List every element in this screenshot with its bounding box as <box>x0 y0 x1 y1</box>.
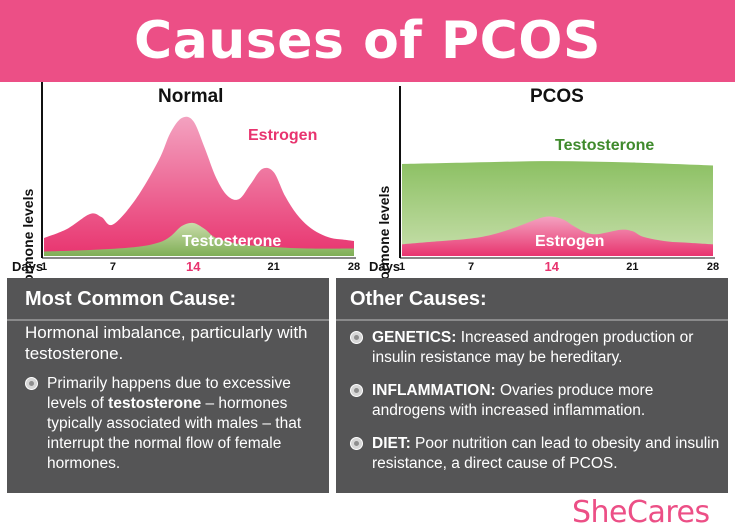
normal-estrogen-label: Estrogen <box>248 127 318 144</box>
pcos-testosterone-label: Testosterone <box>555 137 655 154</box>
x-tick-label: 1 <box>40 261 48 273</box>
most-common-cause-heading: Most Common Cause: <box>25 288 237 310</box>
normal-chart: Normal Hormone levels Estrogen Testoster… <box>0 82 362 293</box>
normal-days-label: Days <box>12 259 44 274</box>
page-title: Causes of PCOS <box>134 11 601 71</box>
most-common-cause-lead: Hormonal imbalance, particularly with te… <box>25 323 308 363</box>
x-tick-label: 21 <box>626 261 639 273</box>
pcos-estrogen-area <box>402 216 713 256</box>
normal-chart-plot <box>41 82 356 259</box>
other-cause-genetics: GENETICS: Increased androgen production … <box>350 328 722 368</box>
title-banner: Causes of PCOS <box>0 0 735 82</box>
main-cause-bullet-text: Primarily happens due to excessive level… <box>47 375 302 472</box>
x-tick-label: 14 <box>186 259 201 274</box>
pcos-chart-plot <box>399 86 715 259</box>
pcos-estrogen-label: Estrogen <box>535 233 605 250</box>
x-tick-label: 28 <box>347 261 361 273</box>
shecares-logo: SheCares <box>572 495 710 530</box>
pcos-chart: PCOS Hormone levels Testosterone Estroge… <box>362 82 735 290</box>
normal-testosterone-label: Testosterone <box>182 233 282 250</box>
pcos-chart-ylabel: Hormone levels <box>376 185 392 290</box>
x-tick-label: 28 <box>706 261 720 273</box>
bullet-icon <box>25 377 38 390</box>
x-tick-label: 14 <box>544 259 559 274</box>
other-cause-diet: DIET: Poor nutrition can lead to obesity… <box>350 434 722 474</box>
bullet-icon <box>350 384 363 397</box>
bullet-icon <box>350 437 363 450</box>
panel-divider <box>7 319 329 321</box>
x-tick-label: 7 <box>109 261 116 273</box>
main-cause-bullet: Primarily happens due to excessive level… <box>25 374 321 474</box>
x-tick-label: 7 <box>468 261 475 273</box>
x-tick-label: 21 <box>267 261 280 273</box>
normal-estrogen-area <box>44 116 354 257</box>
other-cause-inflammation: INFLAMMATION: Ovaries produce more andro… <box>350 381 722 421</box>
pcos-chart-title: PCOS <box>530 86 584 107</box>
normal-chart-title: Normal <box>158 86 224 107</box>
x-tick-label: 1 <box>398 261 406 273</box>
most-common-cause-panel: Most Common Cause: Hormonal imbalance, p… <box>7 278 329 493</box>
pcos-days-label: Days <box>369 259 401 274</box>
normal-testosterone-area <box>44 222 354 256</box>
panel-divider <box>336 319 728 321</box>
bullet-icon <box>350 331 363 344</box>
other-causes-panel: Other Causes: GENETICS: Increased androg… <box>336 278 728 493</box>
pcos-testosterone-area <box>402 161 713 256</box>
other-causes-heading: Other Causes: <box>350 288 487 310</box>
